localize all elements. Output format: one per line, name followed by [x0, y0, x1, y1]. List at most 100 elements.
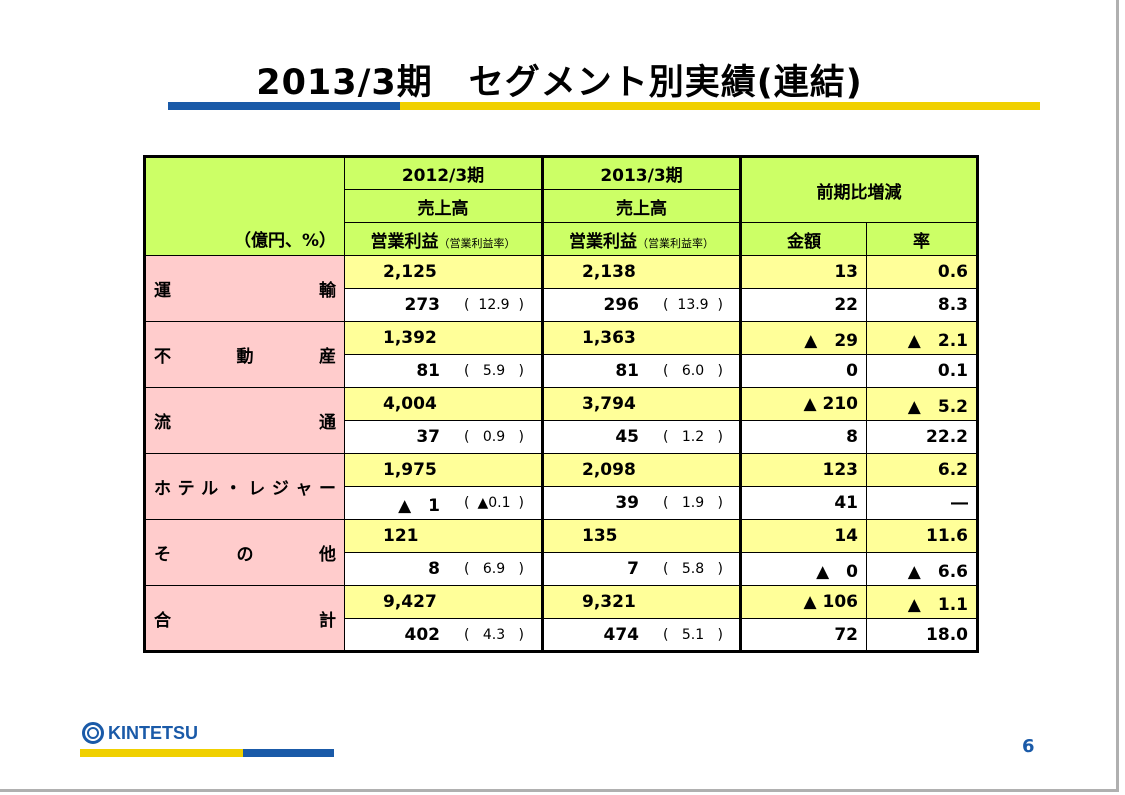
chg-sales-amount-cell: ▲ 29 [740, 321, 867, 355]
segment-name: ホテル・レジャー [143, 453, 345, 520]
prev-op-cell: 37 (0.9) [344, 420, 543, 454]
table-row: 273 (12.9) 296 (13.9) 22 8.3 [145, 288, 979, 322]
curr-op-rate: (1.2) [663, 429, 723, 445]
prev-op-rate: (12.9) [464, 297, 524, 313]
chg-sales-rate-cell: ▲ 2.1 [866, 321, 979, 355]
curr-sales-cell: 9,321 [541, 585, 742, 619]
segment-name-char: 不 [154, 347, 171, 367]
segment-name-char: の [236, 545, 254, 565]
period-curr-header: 2013/3期 [541, 155, 742, 190]
prev-op-header: 営業利益（営業利益率） [344, 222, 543, 256]
prev-op-rate-value: 12.9 [478, 297, 510, 313]
page-number: 6 [1022, 736, 1035, 757]
segment-name-char: 産 [319, 347, 336, 367]
prev-sales-cell: 1,392 [344, 321, 543, 355]
period-prev-header: 2012/3期 [344, 155, 543, 190]
segment-name-char: 通 [319, 413, 336, 433]
table-row: 流通 4,004 3,794 ▲ 210 ▲ 5.2 [143, 387, 979, 454]
curr-op-rate-value: 1.2 [681, 429, 705, 445]
curr-op-label: 営業利益 [569, 231, 637, 252]
curr-sales-cell: 135 [541, 519, 742, 553]
curr-sales-cell: 3,794 [541, 387, 742, 421]
rate-header: 率 [866, 222, 979, 256]
table-row: 402 (4.3) 474 (5.1) 72 18.0 [145, 618, 979, 653]
prev-op-rate-value: ▲0.1 [477, 495, 511, 511]
segment-name-char: ・ [224, 479, 242, 499]
curr-op-rate-value: 5.1 [681, 626, 705, 643]
chg-op-amount-cell: ▲ 0 [740, 552, 867, 586]
curr-sales-cell: 1,363 [541, 321, 742, 355]
prev-op-rate-value: 4.3 [482, 626, 506, 643]
prev-op-value: 402 [404, 624, 441, 645]
curr-op-cell: 7 (5.8) [541, 552, 742, 586]
chg-sales-amount-cell: 14 [740, 519, 867, 553]
curr-op-value: 39 [615, 493, 639, 513]
prev-op-rate: (6.9) [464, 561, 524, 577]
segment-name-char: そ [154, 545, 171, 565]
prev-op-rate-value: 6.9 [482, 561, 506, 577]
change-header: 前期比増減 [740, 155, 979, 223]
curr-op-value: 7 [627, 559, 639, 579]
prev-op-cell: 81 (5.9) [344, 354, 543, 388]
curr-op-rate: (1.9) [663, 495, 723, 511]
prev-op-rate: (4.3) [464, 626, 524, 643]
curr-op-rate-value: 5.8 [681, 561, 705, 577]
segment-name: その他 [143, 519, 345, 586]
chg-op-amount-cell: 0 [740, 354, 867, 388]
unit-label: （億円、%） [143, 155, 345, 256]
curr-op-value: 81 [615, 361, 639, 381]
table-row: ホテル・レジャー 1,975 2,098 123 6.2 [143, 453, 979, 520]
chg-op-amount-cell: 72 [740, 618, 867, 653]
chg-op-rate-cell: 18.0 [866, 618, 979, 653]
segment-name-char: 動 [236, 347, 254, 367]
segment-name-char: レ [248, 479, 266, 499]
curr-op-cell: 39 (1.9) [541, 486, 742, 520]
chg-sales-rate-cell: 0.6 [866, 255, 979, 289]
kintetsu-logo: KINTETSU [82, 722, 198, 744]
segment-name-char: ャ [295, 479, 313, 499]
segment-name-char: テ [177, 479, 195, 499]
chg-sales-amount-cell: ▲ 106 [740, 585, 867, 619]
chg-op-rate-cell: 22.2 [866, 420, 979, 454]
curr-op-cell: 45 (1.2) [541, 420, 742, 454]
segment-name-char: 他 [319, 545, 336, 565]
prev-op-value: 37 [416, 427, 440, 447]
prev-op-rate: (5.9) [464, 363, 524, 379]
segment-name-char: 運 [154, 281, 171, 301]
prev-op-rate-label: （営業利益率） [438, 236, 516, 250]
chg-sales-rate-cell: 6.2 [866, 453, 979, 487]
chg-op-rate-cell: ▲ 6.6 [866, 552, 979, 586]
chg-sales-amount-cell: 13 [740, 255, 867, 289]
title-underline-yellow [400, 102, 1040, 110]
prev-sales-cell: 121 [344, 519, 543, 553]
prev-sales-cell: 2,125 [344, 255, 543, 289]
prev-op-value: 8 [428, 559, 440, 579]
curr-op-rate-value: 1.9 [681, 495, 705, 511]
chg-op-amount-cell: 22 [740, 288, 867, 322]
chg-op-rate-cell: 0.1 [866, 354, 979, 388]
curr-sales-cell: 2,098 [541, 453, 742, 487]
segment-name-char: 流 [154, 413, 171, 433]
chg-op-amount-cell: 8 [740, 420, 867, 454]
segment-name-char: ー [318, 479, 336, 499]
prev-sales-header: 売上高 [344, 189, 543, 223]
chg-sales-amount-cell: ▲ 210 [740, 387, 867, 421]
footer-bar-blue [243, 749, 334, 757]
table-row: 運輸 2,125 2,138 13 0.6 [143, 255, 979, 322]
chg-sales-rate-cell: ▲ 1.1 [866, 585, 979, 619]
segment-name: 不動産 [143, 321, 345, 388]
segment-name: 合計 [143, 585, 345, 653]
segment-name-char: ル [201, 479, 219, 499]
prev-op-cell: ▲ 1 (▲0.1) [344, 486, 543, 520]
curr-op-rate-label: （営業利益率） [637, 236, 714, 250]
curr-op-rate: (6.0) [663, 363, 723, 379]
footer-bar [80, 749, 334, 757]
prev-sales-cell: 1,975 [344, 453, 543, 487]
table-row: ▲ 1 (▲0.1) 39 (1.9) 41 ― [145, 486, 979, 520]
prev-op-value: 81 [416, 361, 440, 381]
curr-op-cell: 81 (6.0) [541, 354, 742, 388]
curr-op-cell: 296 (13.9) [541, 288, 742, 322]
chg-op-rate-cell: 8.3 [866, 288, 979, 322]
prev-op-label: 営業利益 [370, 231, 439, 252]
